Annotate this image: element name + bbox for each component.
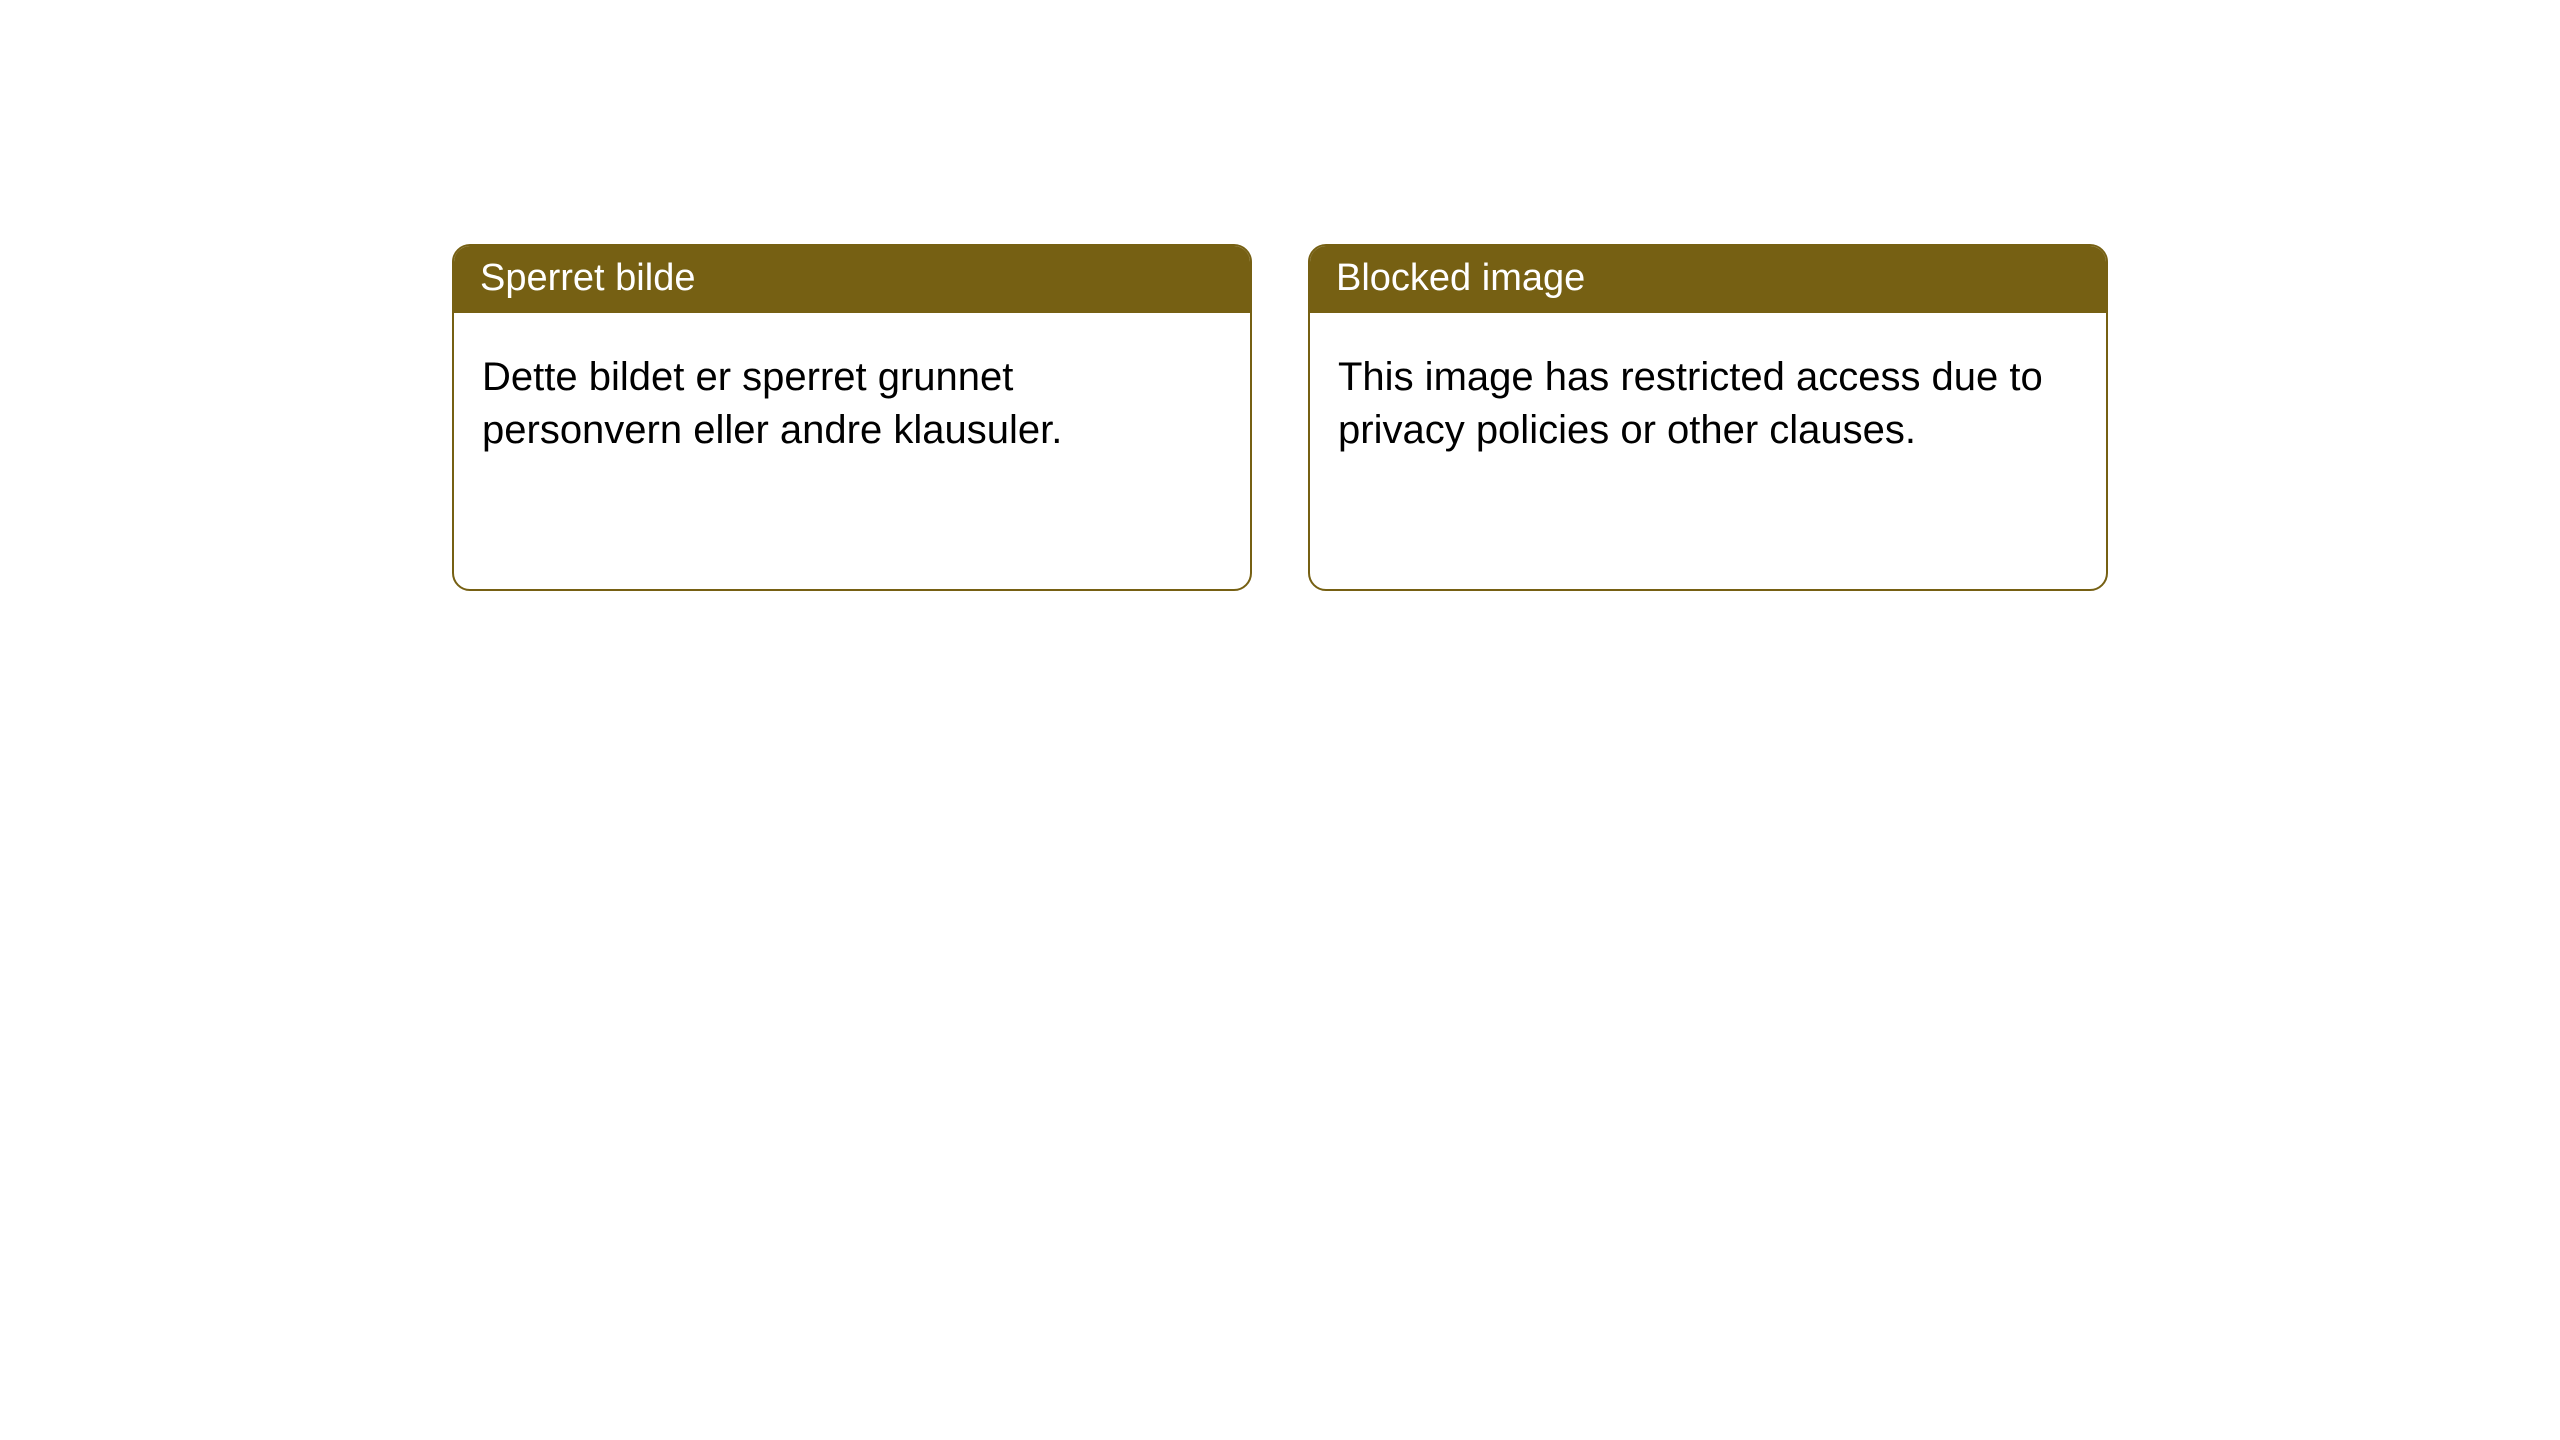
notice-card-norwegian: Sperret bilde Dette bildet er sperret gr…: [452, 244, 1252, 591]
notice-header: Sperret bilde: [454, 246, 1250, 313]
notice-body: Dette bildet er sperret grunnet personve…: [454, 313, 1250, 589]
notice-body: This image has restricted access due to …: [1310, 313, 2106, 589]
notice-card-english: Blocked image This image has restricted …: [1308, 244, 2108, 591]
notice-header: Blocked image: [1310, 246, 2106, 313]
notice-container: Sperret bilde Dette bildet er sperret gr…: [452, 244, 2108, 591]
